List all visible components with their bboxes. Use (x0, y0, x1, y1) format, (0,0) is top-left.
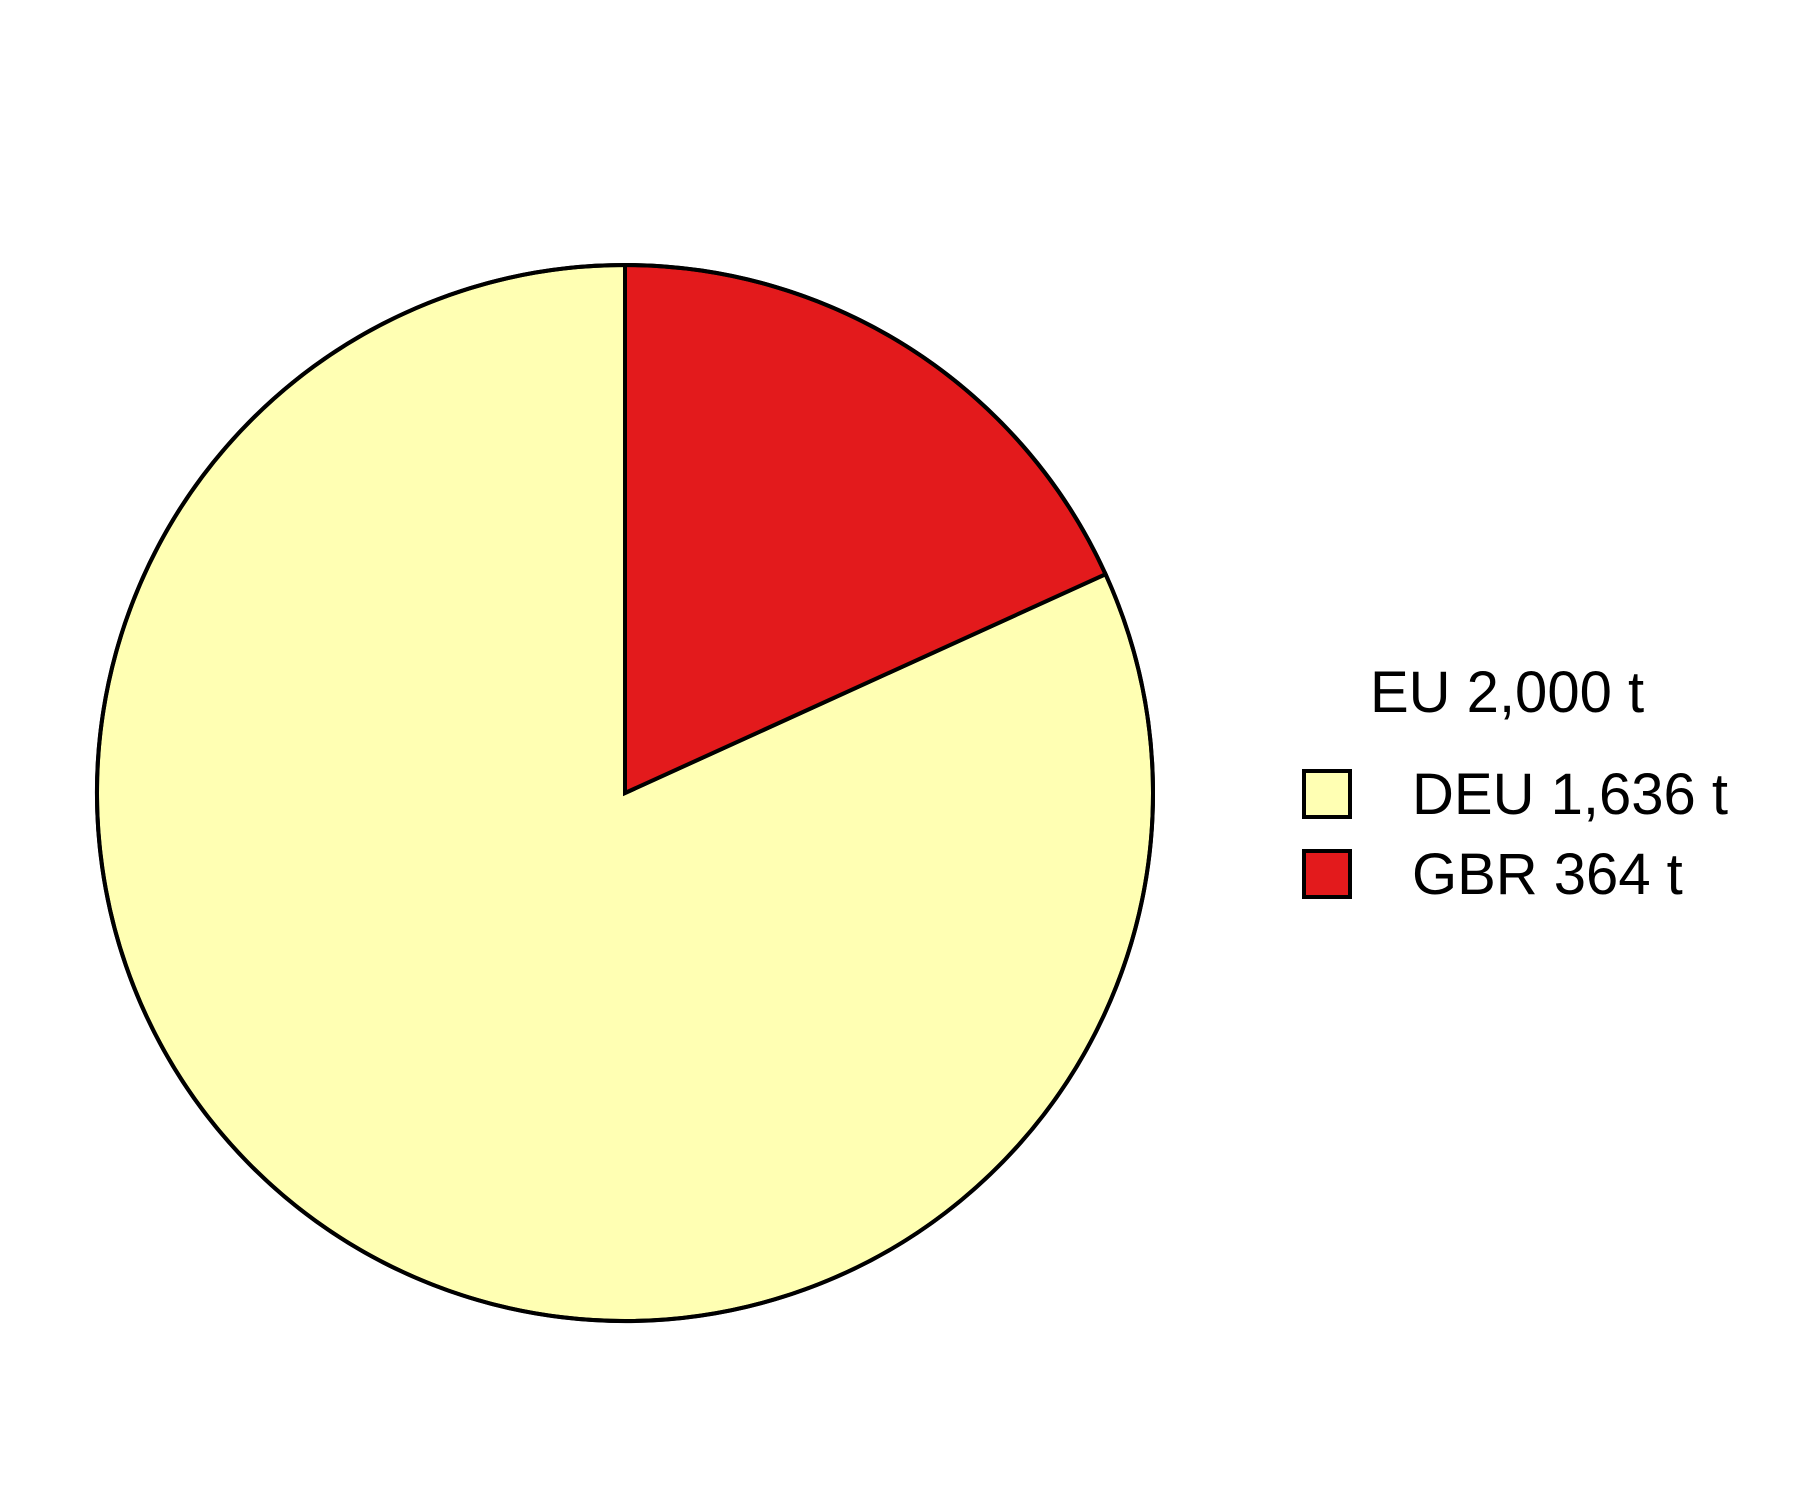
legend-label-gbr: GBR 364 t (1412, 842, 1683, 907)
legend: EU 2,000 t DEU 1,636 t GBR 364 t (1302, 660, 1728, 907)
legend-items: DEU 1,636 t GBR 364 t (1302, 762, 1728, 907)
pie-slices (95, 262, 1155, 1323)
legend-title: EU 2,000 t (1370, 660, 1644, 725)
legend-swatch-gbr (1302, 849, 1352, 899)
legend-swatch-deu (1302, 769, 1352, 819)
pie-outline (95, 263, 1155, 1323)
legend-label-deu: DEU 1,636 t (1412, 762, 1728, 827)
